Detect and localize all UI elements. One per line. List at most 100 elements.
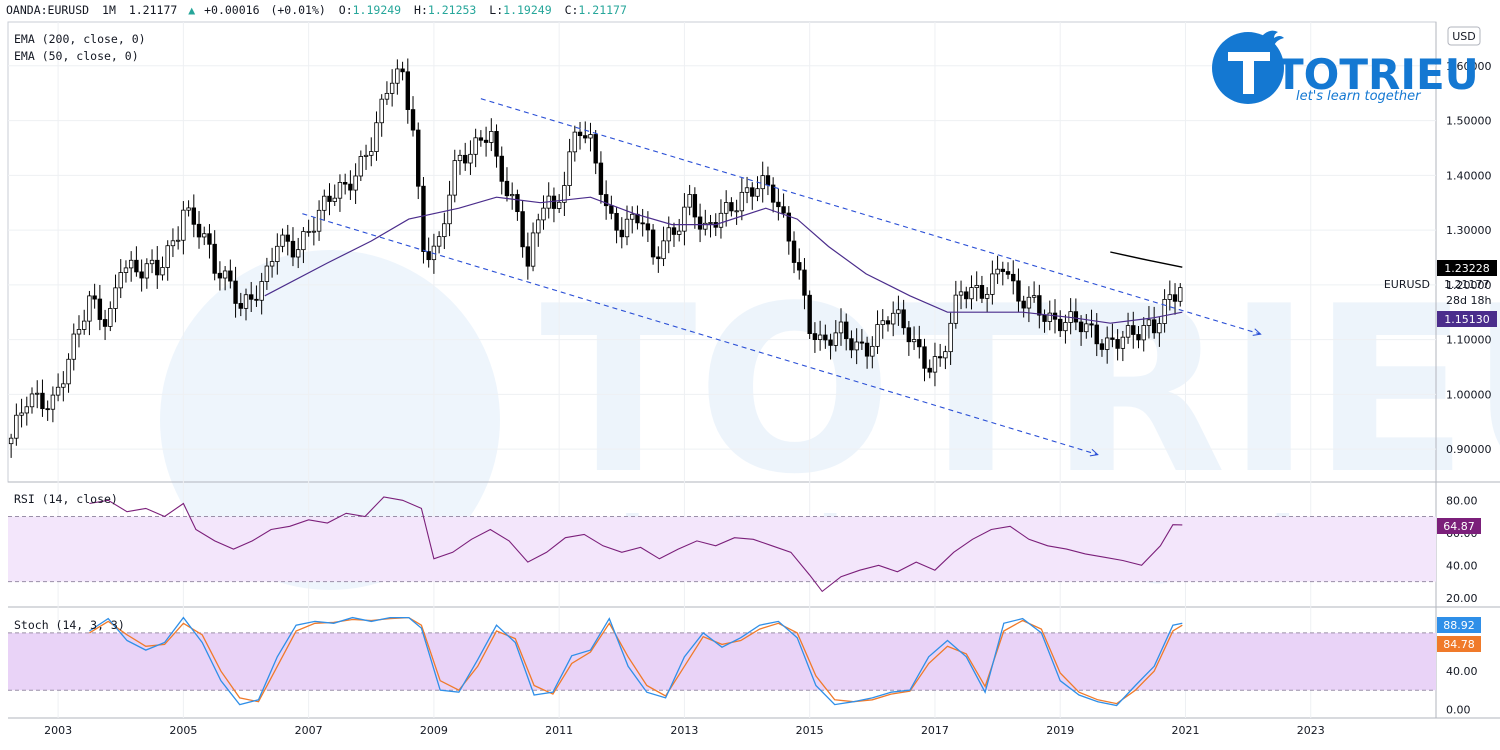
- candle-body: [160, 267, 165, 276]
- candle-body: [175, 239, 181, 242]
- candle-body: [155, 259, 160, 276]
- candle-body: [630, 213, 635, 220]
- candle-body: [1084, 323, 1089, 333]
- candle-body: [1031, 295, 1037, 298]
- ema200-line: [1110, 251, 1183, 268]
- candle-body: [859, 341, 865, 344]
- candle-body: [410, 109, 416, 131]
- watermark-brand: TOTRIEU: [540, 258, 1500, 525]
- candle-body: [238, 303, 243, 309]
- candle-body: [113, 287, 118, 309]
- candle-body: [442, 223, 447, 238]
- candle-body: [212, 243, 217, 274]
- price-tick-label: 1.10000: [1446, 334, 1492, 347]
- indicator-legend-ema50[interactable]: EMA (50, close, 0): [14, 49, 139, 63]
- candle-body: [530, 232, 536, 267]
- price-tick-label: 1.40000: [1446, 169, 1492, 182]
- candle-body: [588, 134, 593, 139]
- candle-body: [92, 295, 97, 300]
- candle-body: [24, 406, 29, 414]
- low-value: 1.19249: [503, 3, 552, 17]
- candle-body: [797, 262, 802, 271]
- trendline-upper-arrow: [1252, 328, 1262, 336]
- candle-body: [8, 437, 14, 445]
- candle-body: [556, 201, 562, 209]
- indicator-legend-ema200[interactable]: EMA (200, close, 0): [14, 32, 146, 46]
- candle-body: [468, 153, 473, 164]
- candle-body: [807, 294, 812, 334]
- candle-body: [943, 351, 948, 359]
- candle-body: [19, 412, 24, 416]
- svg-text:1.15130: 1.15130: [1444, 313, 1490, 326]
- candle-body: [917, 339, 922, 348]
- candle-body: [327, 195, 332, 202]
- currency-button[interactable]: USD: [1447, 26, 1481, 46]
- symbol-label: EURUSD: [1384, 278, 1430, 291]
- candle-body: [583, 135, 588, 139]
- stoch-k-line: [89, 616, 1183, 707]
- candle-body: [708, 222, 713, 224]
- candle-body: [186, 207, 191, 211]
- candle-body: [1037, 295, 1042, 316]
- candle-body: [1146, 319, 1152, 326]
- candle-body: [536, 219, 541, 234]
- candle-body: [170, 240, 176, 247]
- stoch-tick-label: 0.00: [1446, 703, 1471, 716]
- candle-body: [40, 392, 45, 410]
- candle-body: [332, 197, 337, 202]
- candle-body: [1011, 273, 1016, 282]
- candle-body: [50, 394, 56, 410]
- candle-body: [118, 272, 123, 289]
- candle-body: [1167, 294, 1173, 300]
- candle-body: [880, 320, 885, 325]
- change-pct: (+0.01%): [270, 3, 325, 17]
- candle-body: [870, 345, 875, 357]
- candle-body: [494, 131, 499, 157]
- price-badge-ema50: 1.15130: [1437, 311, 1497, 327]
- indicator-legend-stoch[interactable]: Stoch (14, 3, 3): [14, 618, 125, 632]
- chart-header: OANDA:EURUSD 1M 1.21177 ▲ +0.00016 (+0.0…: [6, 3, 627, 17]
- indicator-legend-rsi[interactable]: RSI (14, close): [14, 492, 118, 506]
- price-badge-last: EURUSD 1.21177 28d 18h: [1384, 278, 1492, 307]
- candle-body: [682, 206, 687, 232]
- candle-body: [395, 68, 400, 84]
- candle-body: [61, 383, 66, 388]
- candle-body: [254, 298, 259, 301]
- candle-body: [66, 358, 71, 385]
- candle-body: [750, 187, 755, 197]
- candle-body: [995, 268, 1000, 275]
- stoch-tick-label: 40.00: [1446, 665, 1478, 678]
- candle-body: [948, 322, 953, 353]
- bar-countdown: 28d 18h: [1446, 294, 1491, 307]
- candle-body: [854, 341, 859, 351]
- candle-body: [1016, 280, 1021, 302]
- candle-body: [562, 185, 567, 203]
- candle-body: [473, 137, 478, 155]
- candle-body: [692, 194, 698, 218]
- candle-body: [645, 223, 651, 231]
- candle-body: [624, 218, 630, 238]
- candle-body: [786, 212, 792, 242]
- candle-body: [661, 240, 666, 260]
- candle-body: [828, 339, 833, 346]
- trendline-upper: [480, 98, 1261, 335]
- candle-body: [551, 195, 557, 209]
- time-tick-label: 2021: [1171, 724, 1199, 737]
- candle-body: [1110, 337, 1115, 340]
- candle-body: [222, 270, 228, 279]
- trendlines: [302, 98, 1262, 457]
- candle-body: [791, 240, 797, 263]
- price-tick-label: 0.90000: [1446, 443, 1492, 456]
- candle-body: [1099, 343, 1105, 350]
- candle-body: [1162, 299, 1167, 324]
- open-value: 1.19249: [353, 3, 402, 17]
- candle-body: [990, 273, 995, 295]
- time-tick-label: 2003: [44, 724, 72, 737]
- candle-body: [353, 175, 358, 191]
- candle-body: [614, 212, 619, 231]
- candle-body: [598, 162, 604, 195]
- candle-body: [426, 251, 431, 261]
- price-axis-ticks: 0.90000 1.00000 1.10000 1.20000 1.30000 1.400…: [1446, 60, 1492, 456]
- candle-body: [280, 234, 285, 247]
- candle-body: [760, 175, 765, 190]
